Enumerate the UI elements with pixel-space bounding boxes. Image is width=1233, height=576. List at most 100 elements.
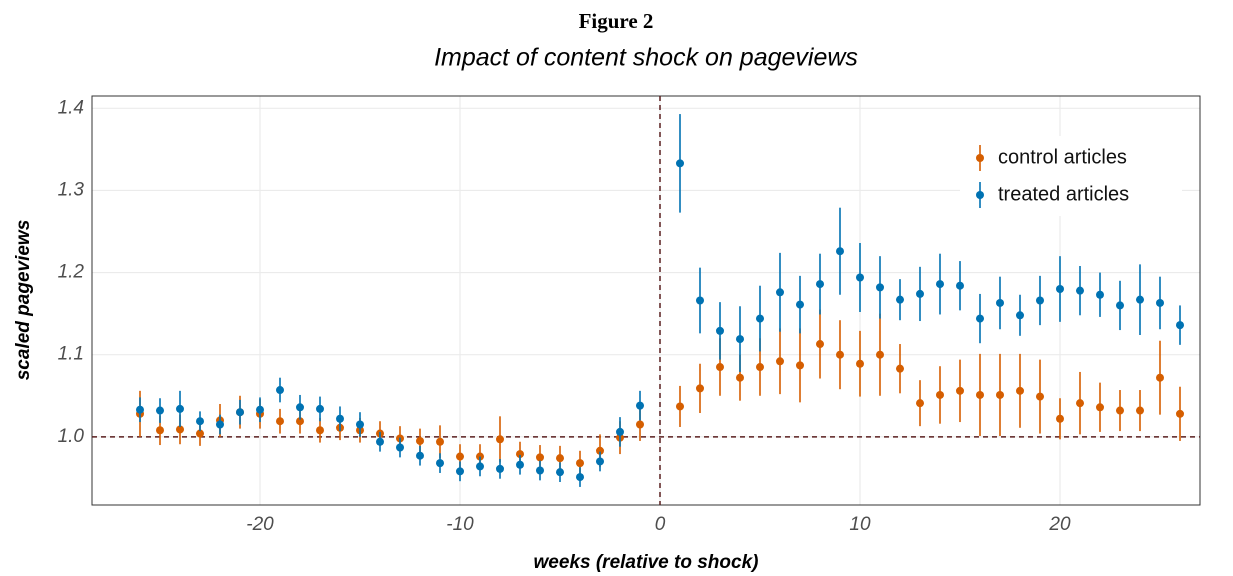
point bbox=[1076, 286, 1084, 295]
point bbox=[756, 363, 764, 372]
chart-title: Impact of content shock on pageviews bbox=[434, 44, 858, 72]
x-tick-label: -10 bbox=[446, 514, 474, 535]
point bbox=[616, 427, 624, 436]
point bbox=[736, 335, 744, 344]
point bbox=[856, 359, 864, 368]
legend-label: control articles bbox=[998, 146, 1127, 168]
point bbox=[1116, 406, 1124, 415]
point bbox=[976, 314, 984, 323]
legend-label: treated articles bbox=[998, 183, 1129, 205]
point bbox=[996, 298, 1004, 307]
point bbox=[296, 417, 304, 426]
point bbox=[236, 408, 244, 417]
point bbox=[396, 443, 404, 452]
point bbox=[496, 464, 504, 473]
point bbox=[796, 300, 804, 309]
point bbox=[936, 390, 944, 399]
point bbox=[476, 462, 484, 471]
point bbox=[1116, 301, 1124, 310]
point bbox=[156, 426, 164, 435]
point bbox=[776, 357, 784, 366]
point bbox=[556, 454, 564, 463]
point bbox=[1036, 296, 1044, 305]
point bbox=[836, 247, 844, 256]
point bbox=[636, 401, 644, 410]
x-tick-label: 20 bbox=[1048, 514, 1071, 535]
point bbox=[936, 280, 944, 289]
point bbox=[336, 414, 344, 423]
y-axis-label: scaled pageviews bbox=[13, 220, 34, 381]
point bbox=[676, 159, 684, 168]
point bbox=[1156, 298, 1164, 307]
point bbox=[776, 288, 784, 297]
point bbox=[1016, 386, 1024, 395]
point bbox=[276, 386, 284, 395]
point bbox=[676, 402, 684, 411]
point bbox=[356, 420, 364, 429]
point bbox=[436, 459, 444, 468]
point bbox=[156, 406, 164, 415]
point bbox=[296, 403, 304, 412]
point bbox=[876, 350, 884, 359]
point bbox=[916, 399, 924, 408]
point bbox=[516, 460, 524, 469]
point bbox=[1056, 285, 1064, 294]
point bbox=[736, 373, 744, 382]
point bbox=[536, 466, 544, 475]
point bbox=[556, 468, 564, 477]
point bbox=[316, 426, 324, 435]
point bbox=[1016, 311, 1024, 320]
point bbox=[896, 295, 904, 304]
point bbox=[796, 361, 804, 370]
x-tick-label: -20 bbox=[246, 514, 274, 535]
point bbox=[456, 452, 464, 461]
point bbox=[216, 420, 224, 429]
point bbox=[876, 283, 884, 292]
point bbox=[1076, 399, 1084, 408]
point bbox=[496, 435, 504, 444]
point bbox=[716, 326, 724, 335]
point bbox=[436, 437, 444, 446]
y-tick-label: 1.1 bbox=[58, 344, 84, 365]
point bbox=[896, 364, 904, 373]
point bbox=[196, 417, 204, 426]
point bbox=[576, 473, 584, 482]
point bbox=[696, 384, 704, 393]
point bbox=[416, 451, 424, 460]
point bbox=[636, 420, 644, 429]
point bbox=[1036, 392, 1044, 401]
point bbox=[916, 289, 924, 298]
point bbox=[956, 386, 964, 395]
plot-border bbox=[91, 95, 1201, 506]
y-tick-label: 1.2 bbox=[58, 262, 85, 283]
point bbox=[256, 405, 264, 414]
point bbox=[756, 314, 764, 323]
point bbox=[816, 280, 824, 289]
point bbox=[596, 446, 604, 455]
point bbox=[1136, 295, 1144, 304]
point bbox=[856, 273, 864, 282]
point bbox=[1176, 321, 1184, 330]
y-tick-label: 1.4 bbox=[58, 97, 84, 118]
point bbox=[136, 405, 144, 414]
point bbox=[1056, 414, 1064, 423]
legend-box bbox=[960, 136, 1182, 216]
point bbox=[176, 404, 184, 413]
point bbox=[176, 425, 184, 434]
x-tick-label: 0 bbox=[655, 514, 666, 535]
point bbox=[696, 296, 704, 305]
x-tick-label: 10 bbox=[849, 514, 871, 535]
point bbox=[376, 437, 384, 446]
point bbox=[576, 459, 584, 468]
point bbox=[836, 350, 844, 359]
y-tick-label: 1.3 bbox=[58, 179, 85, 200]
legend-swatch bbox=[976, 191, 984, 199]
legend-swatch bbox=[976, 154, 984, 162]
point bbox=[816, 340, 824, 349]
point bbox=[516, 450, 524, 459]
point bbox=[956, 281, 964, 290]
point bbox=[1096, 403, 1104, 412]
point bbox=[996, 390, 1004, 399]
